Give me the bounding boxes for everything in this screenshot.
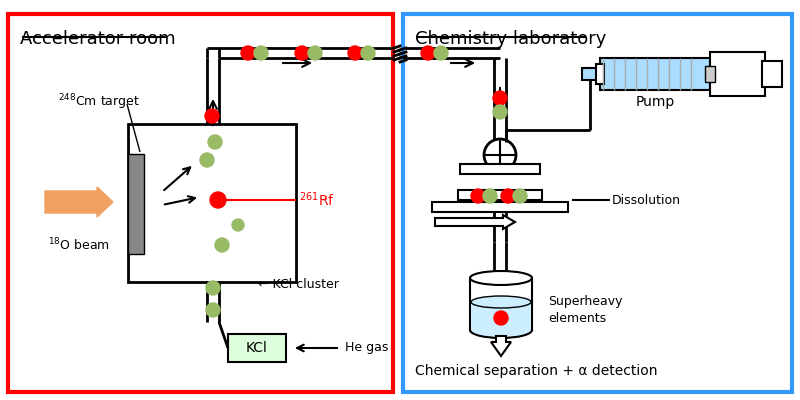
Text: $^{248}$Cm target: $^{248}$Cm target (58, 92, 140, 112)
Ellipse shape (470, 271, 532, 285)
Text: Chemical separation + α detection: Chemical separation + α detection (415, 364, 658, 378)
Circle shape (254, 46, 268, 60)
Text: ← KCl cluster: ← KCl cluster (258, 278, 339, 292)
Circle shape (215, 238, 229, 252)
FancyArrow shape (45, 187, 113, 217)
Ellipse shape (470, 322, 532, 338)
Bar (403, 14, 792, 392)
Bar (432, 202, 568, 212)
Bar (710, 52, 765, 96)
Circle shape (200, 153, 214, 167)
Circle shape (348, 46, 362, 60)
Circle shape (208, 135, 222, 149)
Ellipse shape (471, 296, 531, 308)
Text: KCl: KCl (246, 341, 268, 355)
Bar (128, 124, 296, 282)
Text: He gas: He gas (345, 342, 388, 354)
Bar (128, 154, 144, 254)
Circle shape (501, 189, 515, 203)
Text: Dissolution: Dissolution (612, 194, 681, 206)
Bar (705, 66, 715, 82)
Bar (600, 58, 710, 90)
Circle shape (493, 91, 507, 105)
Text: Chemistry laboratory: Chemistry laboratory (415, 30, 606, 48)
Circle shape (434, 46, 448, 60)
Circle shape (493, 105, 507, 119)
Circle shape (421, 46, 435, 60)
Bar (596, 64, 604, 84)
FancyArrow shape (491, 336, 511, 356)
Circle shape (361, 46, 375, 60)
Circle shape (484, 139, 516, 171)
Circle shape (295, 46, 309, 60)
Bar (582, 68, 602, 80)
Circle shape (513, 189, 527, 203)
Circle shape (471, 189, 485, 203)
Text: Accelerator room: Accelerator room (20, 30, 176, 48)
Bar (458, 190, 542, 200)
Bar (228, 334, 286, 362)
Text: Superheavy
elements: Superheavy elements (548, 295, 622, 325)
Text: Pump: Pump (635, 95, 674, 109)
Text: $^{261}$Rf: $^{261}$Rf (299, 191, 335, 209)
Circle shape (205, 109, 219, 123)
Circle shape (206, 281, 220, 295)
Bar (460, 164, 540, 174)
Circle shape (232, 219, 244, 231)
Circle shape (483, 189, 497, 203)
FancyArrow shape (435, 215, 515, 229)
Bar (471, 302, 531, 330)
Circle shape (241, 46, 255, 60)
Bar (762, 61, 782, 87)
Circle shape (494, 311, 508, 325)
Bar (8, 14, 393, 392)
Circle shape (308, 46, 322, 60)
Text: $^{18}$O beam: $^{18}$O beam (48, 237, 110, 254)
Circle shape (210, 192, 226, 208)
Circle shape (206, 303, 220, 317)
